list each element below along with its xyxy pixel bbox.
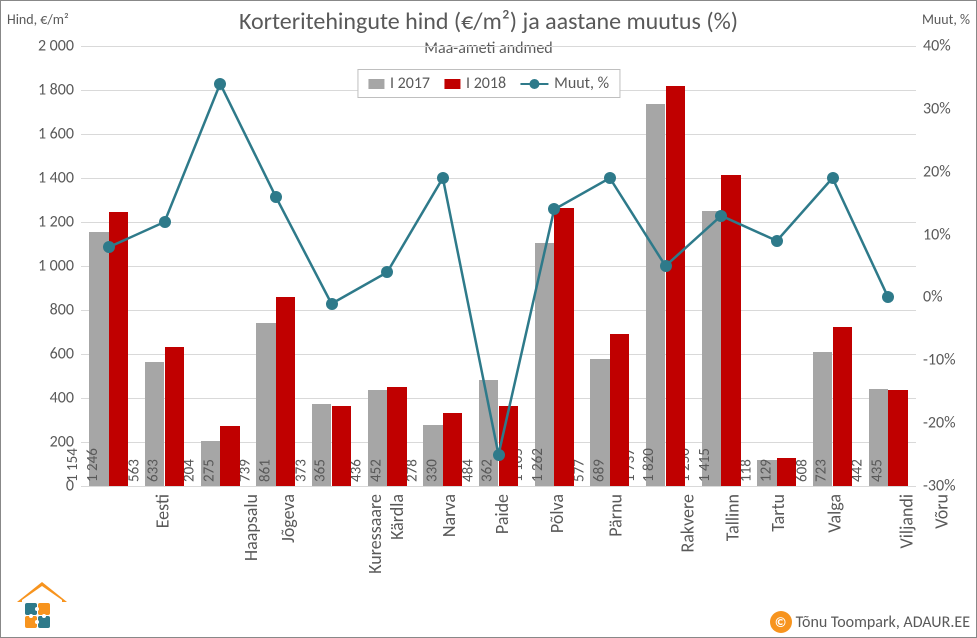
line-marker xyxy=(660,260,672,272)
x-tick-label: Narva xyxy=(438,494,460,537)
y-left-tick: 0 xyxy=(14,477,74,496)
bar: 723 xyxy=(833,327,852,486)
y-right-tick: 10% xyxy=(923,225,951,244)
bar-value-label: 1 415 xyxy=(696,448,714,482)
bar-value-label: 129 xyxy=(757,459,775,482)
x-tick-label: Jõgeva xyxy=(277,494,299,543)
bar: 633 xyxy=(165,347,184,486)
bar: 861 xyxy=(276,297,295,486)
x-tick-label: Kärdla xyxy=(385,494,407,540)
bar-value-label: 689 xyxy=(590,459,608,482)
legend-swatch-2018 xyxy=(444,79,460,89)
y-right-tick: 30% xyxy=(923,99,951,118)
bar: 1 250 xyxy=(702,211,721,486)
bar-value-label: 1 246 xyxy=(84,448,102,482)
bar-value-label: 1 262 xyxy=(529,448,547,482)
chart-title: Korteritehingute hind (€/m²) ja aastane … xyxy=(1,7,976,36)
line-marker xyxy=(827,172,839,184)
y-right-tick: 20% xyxy=(923,162,951,181)
y-left-tick: 1 800 xyxy=(14,81,74,100)
legend: I 2017 I 2018 Muut, % xyxy=(357,69,620,98)
bar-value-label: 275 xyxy=(200,459,218,482)
x-tick-label: Eesti xyxy=(151,494,173,528)
legend-item-2018: I 2018 xyxy=(444,74,506,93)
line-marker xyxy=(771,235,783,247)
line-marker xyxy=(326,298,338,310)
bar: 1 262 xyxy=(554,208,573,486)
line-marker xyxy=(882,291,894,303)
x-tick-label: Põlva xyxy=(546,494,568,533)
line-marker xyxy=(493,449,505,461)
y-right-tick: 0% xyxy=(923,288,943,307)
bar: 1 820 xyxy=(666,86,685,486)
bar: 435 xyxy=(888,390,907,486)
legend-item-2017: I 2017 xyxy=(368,74,430,93)
bar: 689 xyxy=(610,334,629,486)
legend-line-muut xyxy=(520,83,548,85)
line-marker xyxy=(715,210,727,222)
bar: 1 737 xyxy=(646,104,665,486)
y-left-tick: 400 xyxy=(14,389,74,408)
legend-swatch-2017 xyxy=(368,79,384,89)
y-left-tick: 2 000 xyxy=(14,37,74,56)
line-marker xyxy=(270,191,282,203)
copyright-badge: © xyxy=(770,611,792,633)
x-tick-label: Paide xyxy=(491,494,513,534)
y-right-tick: 40% xyxy=(923,37,951,56)
x-tick-label: Võru xyxy=(931,494,953,529)
bar-value-label: 452 xyxy=(367,459,385,482)
bar: 362 xyxy=(499,406,518,486)
bar-value-label: 861 xyxy=(256,459,274,482)
line-marker xyxy=(437,172,449,184)
legend-item-muut: Muut, % xyxy=(520,74,609,93)
bar-value-label: 723 xyxy=(813,459,831,482)
y-left-tick: 1 600 xyxy=(14,125,74,144)
line-marker xyxy=(103,241,115,253)
bar: 275 xyxy=(220,426,239,487)
y-left-tick: 200 xyxy=(14,433,74,452)
line-marker xyxy=(548,203,560,215)
x-tick-label: Haapsalu xyxy=(240,494,262,561)
line-marker xyxy=(214,78,226,90)
y-left-tick: 1 200 xyxy=(14,213,74,232)
bar: 129 xyxy=(777,458,796,486)
y-right-tick: -10% xyxy=(923,351,956,370)
bar: 330 xyxy=(443,413,462,486)
bar: 1 415 xyxy=(721,175,740,486)
attribution: © Tõnu Toompark, ADAUR.EE xyxy=(770,611,970,633)
x-tick-label: Tallinn xyxy=(721,494,743,541)
x-tick-label: Pärnu xyxy=(605,494,627,537)
bar: 1 246 xyxy=(109,212,128,486)
y-left-tick: 1 400 xyxy=(14,169,74,188)
y-right-tick: -20% xyxy=(923,414,956,433)
x-tick-label: Viljandi xyxy=(895,494,917,548)
line-marker xyxy=(604,172,616,184)
bar-value-label: 435 xyxy=(868,459,886,482)
line-marker xyxy=(381,266,393,278)
legend-marker-muut xyxy=(529,79,539,89)
logo-icon xyxy=(7,572,77,633)
chart-container: Hind, €/m² Muut, % Korteritehingute hind… xyxy=(0,0,977,638)
legend-label-muut: Muut, % xyxy=(554,74,609,93)
x-tick-label: Valga xyxy=(824,494,846,533)
bar: 452 xyxy=(387,387,406,486)
attribution-text: Tõnu Toompark, ADAUR.EE xyxy=(796,613,970,632)
y-right-tick: -30% xyxy=(923,477,956,496)
legend-label-2017: I 2017 xyxy=(390,74,430,93)
y-left-tick: 600 xyxy=(14,345,74,364)
legend-label-2018: I 2018 xyxy=(466,74,506,93)
bar-value-label: 365 xyxy=(312,459,330,482)
bar-value-label: 1 820 xyxy=(640,448,658,482)
bar-value-label: 633 xyxy=(145,459,163,482)
y-left-tick: 1 000 xyxy=(14,257,74,276)
y-left-tick: 800 xyxy=(14,301,74,320)
x-tick-label: Kuressaare xyxy=(364,494,386,574)
x-tick-label: Rakvere xyxy=(676,494,698,552)
x-tick-label: Tartu xyxy=(767,494,789,532)
bar-value-label: 362 xyxy=(479,459,497,482)
plot-area: 1 1545632047393734362784841 1055771 7371… xyxy=(81,46,916,486)
bar-value-label: 330 xyxy=(423,459,441,482)
bar: 365 xyxy=(332,406,351,486)
line-marker xyxy=(159,216,171,228)
